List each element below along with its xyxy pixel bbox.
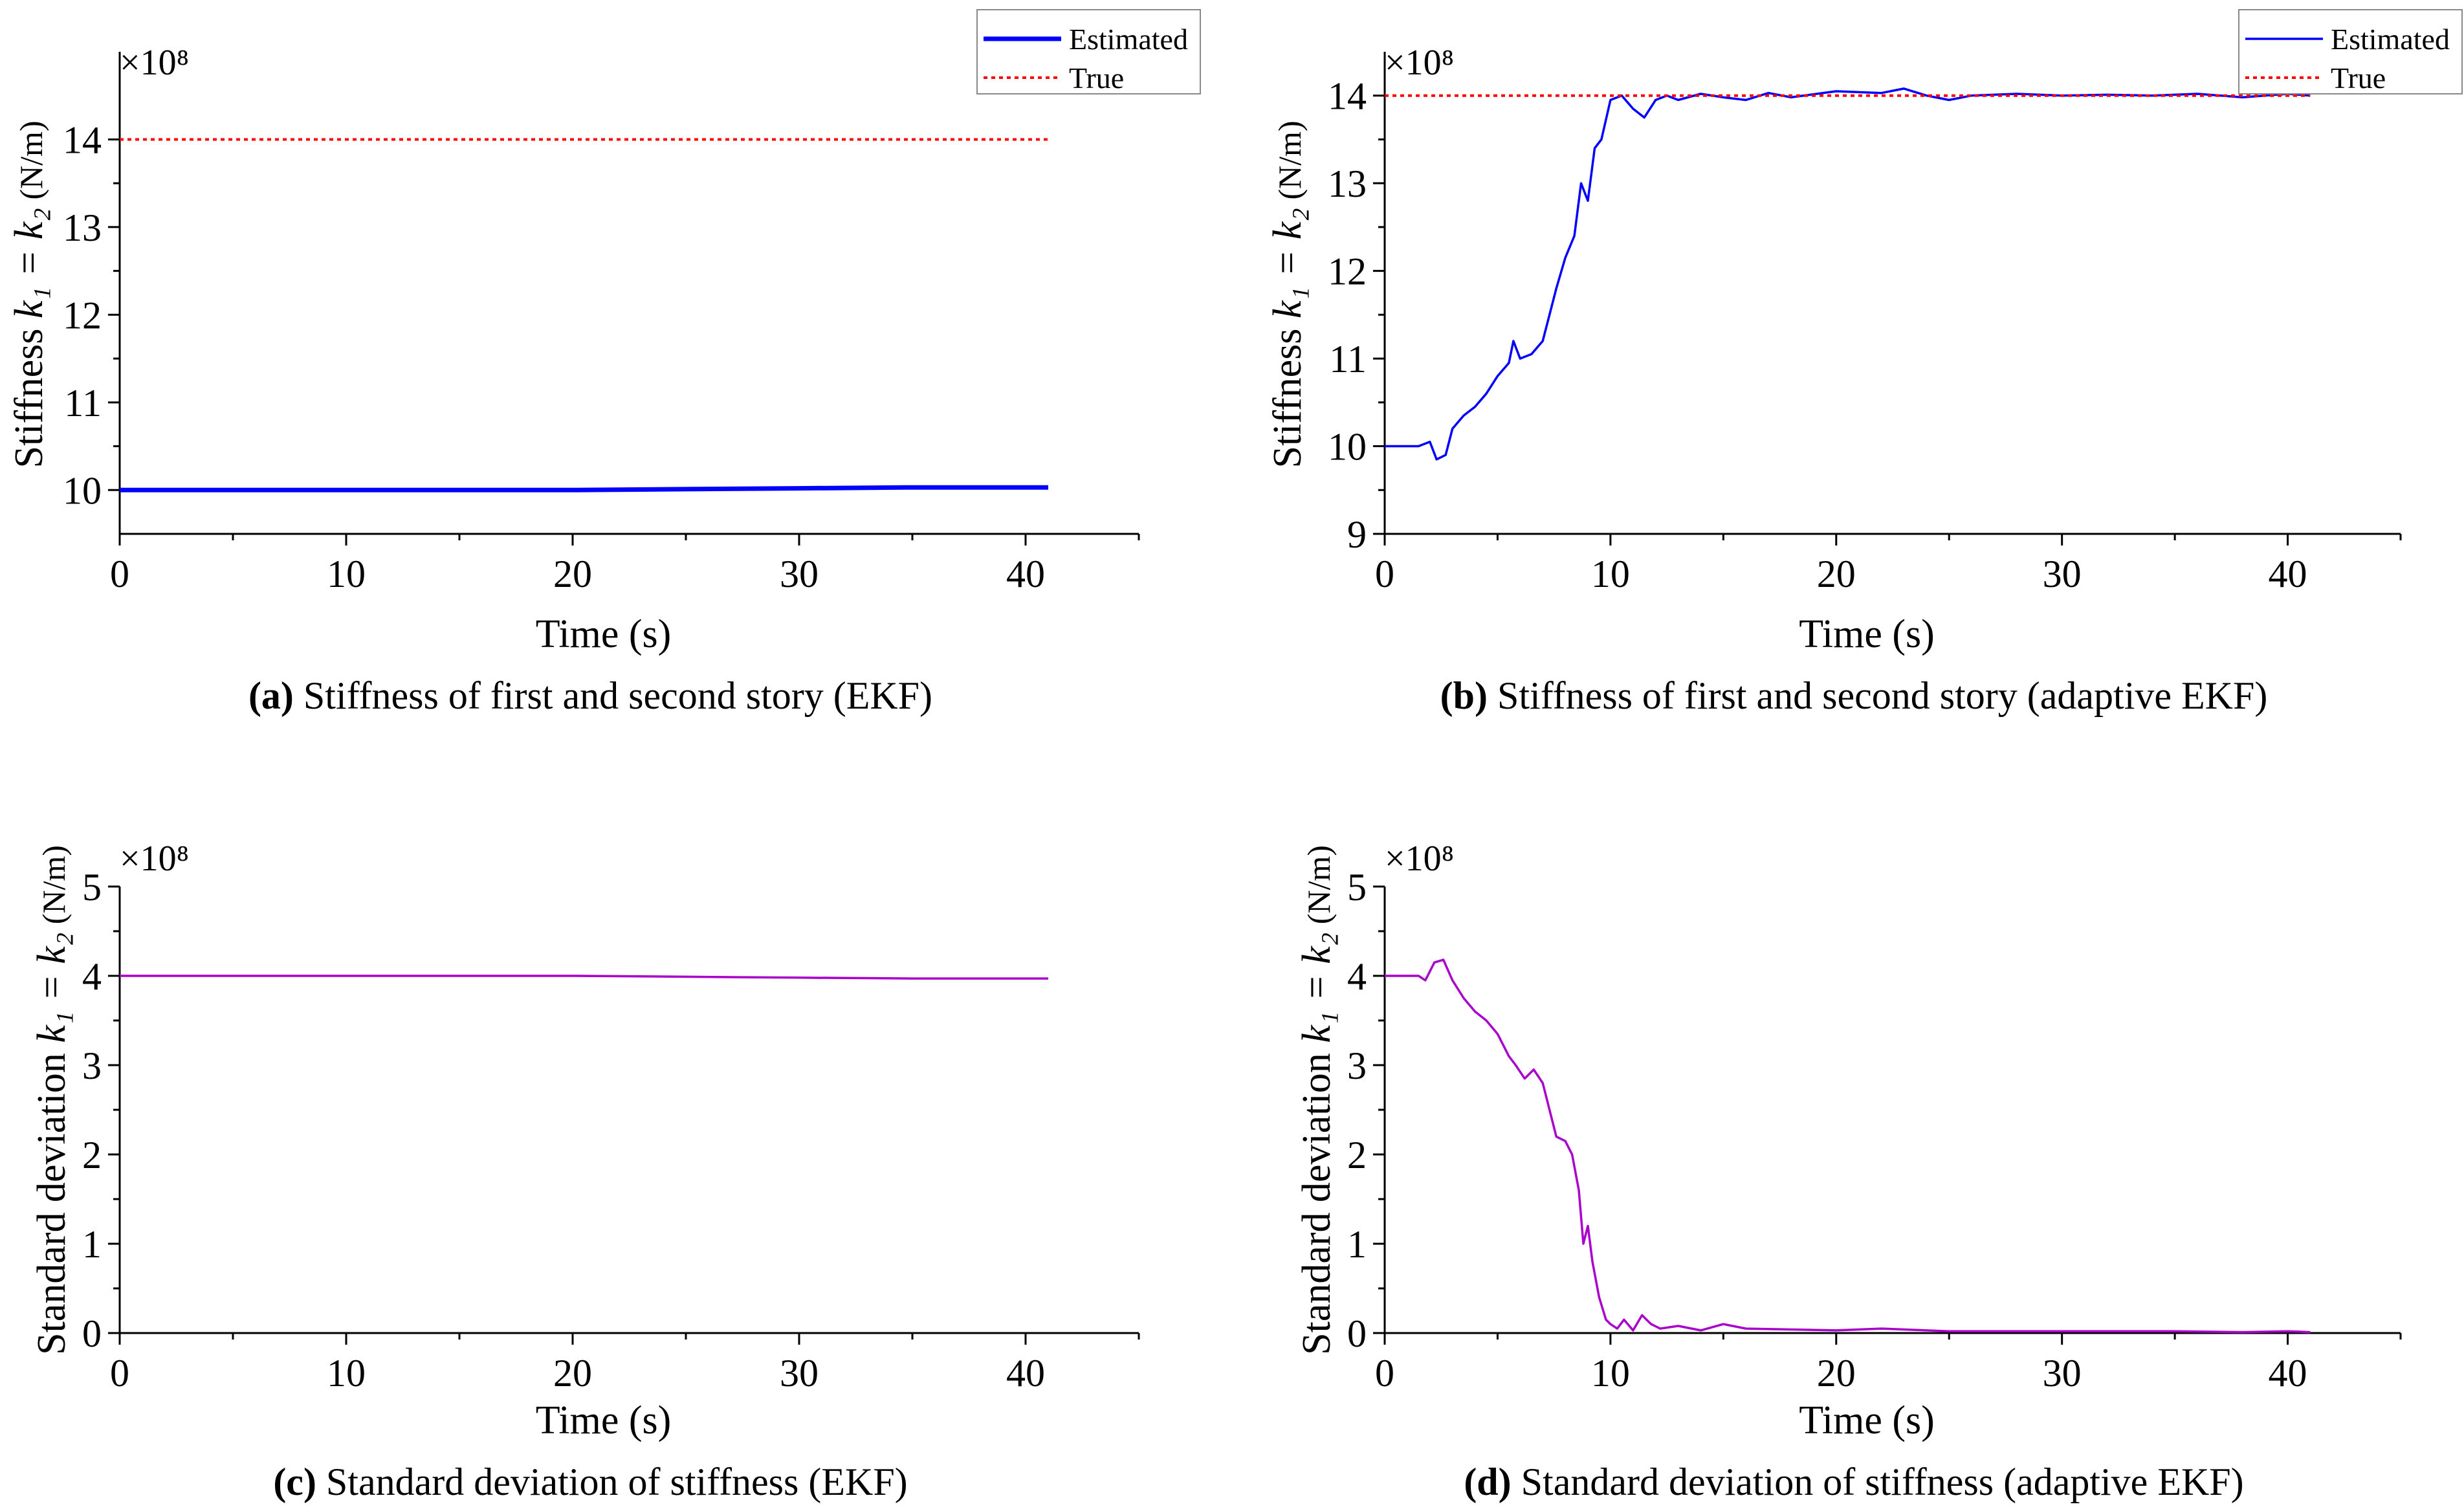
y-tick-label: 13 — [1328, 162, 1367, 205]
y-tick-label: 14 — [1328, 75, 1367, 118]
panel-caption: (c) Standard deviation of stiffness (EKF… — [273, 1461, 907, 1503]
y-tick-label: 4 — [82, 955, 102, 998]
caption-letter: (a) — [248, 674, 303, 717]
y-axis-title: Standard deviation k₁ = k₂ (N/m) — [30, 845, 74, 1355]
x-tick-label: 40 — [1006, 553, 1045, 595]
legend-box — [976, 9, 1201, 94]
caption-text: Stiffness of first and second story (ada… — [1497, 674, 2267, 717]
y-axis-title-symbols: k₁ = k₂ — [1266, 208, 1310, 318]
x-tick-label: 10 — [1591, 1352, 1630, 1395]
y-axis-title-prefix: Standard deviation — [1295, 1043, 1339, 1355]
caption-letter: (d) — [1464, 1461, 1521, 1503]
y-axis-title-symbols: k₁ = k₂ — [30, 932, 74, 1043]
caption-text: Standard deviation of stiffness (adaptiv… — [1521, 1461, 2244, 1503]
y-tick-label: 13 — [63, 206, 102, 249]
y-axis-title-prefix: Standard deviation — [30, 1043, 74, 1355]
x-tick-label: 40 — [1006, 1352, 1045, 1395]
legend-box — [2238, 9, 2463, 94]
legend-label: True — [1069, 61, 1124, 94]
x-tick-label: 20 — [553, 1352, 592, 1395]
panel-caption: (d) Standard deviation of stiffness (ada… — [1464, 1461, 2243, 1503]
panel-caption: (b) Stiffness of first and second story … — [1440, 674, 2268, 717]
y-tick-label: 1 — [1347, 1223, 1367, 1266]
caption-letter: (b) — [1440, 674, 1497, 717]
y-tick-label: 9 — [1347, 513, 1367, 556]
x-tick-label: 10 — [327, 1352, 366, 1395]
y-tick-label: 5 — [1347, 866, 1367, 909]
y-tick-label: 2 — [82, 1134, 102, 1176]
caption-letter: (c) — [273, 1461, 326, 1503]
y-tick-label: 11 — [64, 382, 102, 425]
y-axis-title-unit: (N/m) — [36, 845, 72, 932]
y-axis-title: Stiffness k₁ = k₂ (N/m) — [1266, 120, 1310, 468]
x-tick-label: 20 — [1817, 553, 1856, 595]
axis-exponent-label: ×10⁸ — [120, 43, 189, 83]
legend: Estimated True — [2238, 9, 2463, 94]
y-axis-title-unit: (N/m) — [1271, 120, 1308, 208]
panel-caption: (a) Stiffness of first and second story … — [248, 674, 932, 717]
x-tick-label: 0 — [110, 553, 129, 595]
x-tick-label: 20 — [553, 553, 592, 595]
legend-label: Estimated — [1069, 23, 1188, 56]
chart-panel-d: 0 10 20 30 40 0 1 2 3 4 5 ×10⁸ Time (s) Standard devi… — [1295, 839, 2402, 1503]
x-tick-label: 30 — [2043, 553, 2082, 595]
chart-panel-b: 0 10 20 30 40 9 10 11 12 13 14 ×10⁸ Time (s) Stiffnes… — [1266, 9, 2463, 717]
y-tick-label: 1 — [82, 1223, 102, 1266]
y-tick-label: 10 — [63, 469, 102, 512]
y-tick-label: 12 — [63, 294, 102, 336]
series-line-estimated — [120, 485, 1048, 492]
x-tick-label: 10 — [327, 553, 366, 595]
y-axis-title: Standard deviation k₁ = k₂ (N/m) — [1295, 845, 1339, 1355]
y-tick-label: 3 — [1347, 1044, 1367, 1087]
x-tick-label: 0 — [110, 1352, 129, 1395]
series-line-standard-deviation — [1385, 958, 2311, 1334]
y-tick-label: 3 — [82, 1044, 102, 1087]
x-axis-title: Time (s) — [1799, 1398, 1935, 1442]
x-tick-label: 40 — [2269, 553, 2307, 595]
y-tick-label: 11 — [1329, 338, 1367, 381]
axis-exponent-label: ×10⁸ — [1385, 43, 1454, 83]
legend-label: Estimated — [2331, 23, 2450, 56]
caption-text: Standard deviation of stiffness (EKF) — [326, 1461, 908, 1503]
y-tick-label: 10 — [1328, 426, 1367, 469]
caption-text: Stiffness of first and second story (EKF… — [303, 674, 932, 717]
y-tick-label: 2 — [1347, 1134, 1367, 1176]
y-axis-title-prefix: Stiffness — [7, 318, 51, 468]
x-tick-label: 10 — [1591, 553, 1630, 595]
y-tick-label: 12 — [1328, 250, 1367, 293]
x-tick-label: 40 — [2269, 1352, 2307, 1395]
x-tick-label: 30 — [780, 553, 819, 595]
y-tick-label: 0 — [1347, 1312, 1367, 1355]
y-tick-label: 14 — [63, 118, 102, 161]
y-axis-title-unit: (N/m) — [13, 120, 49, 208]
axis-exponent-label: ×10⁸ — [1385, 839, 1454, 879]
x-tick-label: 30 — [2043, 1352, 2082, 1395]
y-tick-label: 5 — [82, 866, 102, 909]
x-axis-title: Time (s) — [1799, 612, 1935, 656]
x-tick-label: 0 — [1375, 553, 1394, 595]
chart-panel-c: 0 10 20 30 40 0 1 2 3 4 5 ×10⁸ Time (s) Standard devi… — [30, 839, 1140, 1503]
x-axis-title: Time (s) — [536, 1398, 672, 1442]
y-axis-title-prefix: Stiffness — [1266, 318, 1310, 468]
y-axis-title-unit: (N/m) — [1301, 845, 1337, 932]
series-line-standard-deviation — [120, 975, 1048, 980]
x-tick-label: 0 — [1375, 1352, 1394, 1395]
y-axis-title-symbols: k₁ = k₂ — [1295, 932, 1339, 1043]
x-tick-label: 30 — [780, 1352, 819, 1395]
series-line-estimated — [1385, 87, 2311, 461]
x-tick-label: 20 — [1817, 1352, 1856, 1395]
x-axis-title: Time (s) — [536, 612, 672, 656]
y-axis-title-symbols: k₁ = k₂ — [7, 208, 51, 318]
y-axis-title: Stiffness k₁ = k₂ (N/m) — [7, 120, 51, 468]
legend-label: True — [2331, 61, 2386, 94]
y-tick-label: 4 — [1347, 955, 1367, 998]
legend: Estimated True — [976, 9, 1201, 94]
y-tick-label: 0 — [82, 1312, 102, 1355]
axis-exponent-label: ×10⁸ — [120, 839, 189, 879]
